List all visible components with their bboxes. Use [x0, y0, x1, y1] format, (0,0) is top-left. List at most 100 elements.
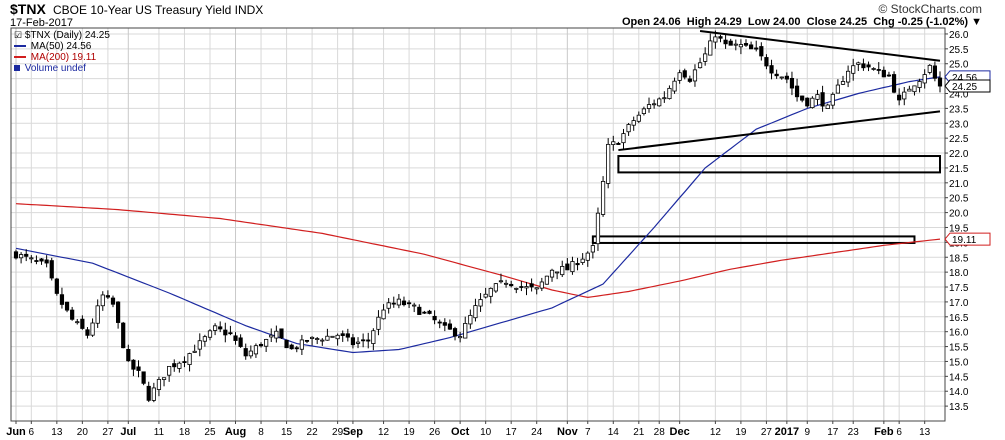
candle-body [830, 93, 835, 106]
low-value: Low 24.00 [747, 16, 801, 28]
candle-body [264, 339, 269, 347]
candle [932, 61, 937, 82]
brand-label: © StockCharts.com [878, 2, 982, 16]
candle-body [233, 335, 238, 341]
y-tick-label: 17.0 [949, 298, 969, 309]
candle [284, 339, 289, 349]
y-tick-label: 16.5 [949, 313, 969, 324]
candle-body [70, 309, 75, 320]
candle [570, 256, 575, 275]
candle-body [769, 65, 774, 74]
trend-lines [618, 29, 941, 152]
candle [187, 352, 192, 372]
candle [371, 328, 376, 351]
candle [861, 58, 866, 71]
candle [146, 381, 151, 403]
candle [473, 298, 478, 322]
candle [192, 344, 197, 353]
y-tick-label: 18.0 [949, 268, 969, 279]
candle [851, 58, 856, 81]
candle-body [503, 282, 509, 285]
x-tick-label: Nov [557, 426, 579, 438]
candle [463, 316, 468, 339]
candle [330, 335, 335, 338]
candle-body [810, 97, 815, 109]
candle [458, 331, 463, 343]
candle [585, 251, 590, 267]
ma200-last-value-tag-shape [944, 232, 991, 246]
candle-body [197, 340, 202, 350]
candle-body [452, 328, 458, 337]
x-tick-label: 7 [585, 427, 591, 438]
x-tick-label: 24 [531, 427, 543, 438]
high-value: High 24.29 [686, 16, 742, 28]
candle [810, 96, 815, 109]
candle-body [881, 69, 886, 78]
candle [529, 278, 534, 292]
candle-body [355, 341, 361, 344]
candle [141, 371, 146, 386]
candle-body [381, 309, 386, 320]
candle [182, 356, 187, 368]
candle [488, 287, 493, 304]
candle-body [759, 46, 764, 57]
candle-body [514, 287, 519, 290]
change-down-icon: ▼ [971, 16, 982, 28]
x-tick-label: 26 [429, 427, 441, 438]
candle-body [886, 74, 892, 77]
ma50-line [15, 76, 941, 354]
candle [519, 281, 524, 292]
candle [24, 249, 29, 262]
candle [524, 281, 529, 296]
candle [350, 334, 356, 349]
candle-body [937, 77, 943, 87]
candle [555, 271, 560, 280]
candle [764, 54, 769, 70]
candle-body [606, 143, 611, 184]
candle [100, 291, 105, 311]
candle [534, 287, 539, 295]
candle [64, 301, 70, 313]
candle [672, 77, 677, 94]
candle-body [509, 283, 514, 287]
candle [544, 275, 550, 285]
plot-frame [10, 27, 946, 422]
candle-body [534, 287, 539, 290]
candle [366, 332, 371, 349]
candle-body [897, 94, 902, 101]
candle [44, 255, 49, 268]
candle [391, 296, 396, 308]
candle [432, 310, 437, 325]
candle [789, 71, 795, 96]
candle-body [29, 257, 34, 260]
x-tick-label: 13 [919, 427, 931, 438]
candle [29, 255, 34, 264]
candle-body [309, 336, 315, 339]
candle-body [64, 301, 70, 311]
candle-body [738, 44, 744, 48]
symbol-label: $TNX [10, 1, 46, 17]
x-tick-label: Aug [225, 426, 246, 438]
x-tick-label: 19 [735, 427, 747, 438]
candle [692, 64, 698, 87]
candle [110, 295, 116, 308]
candle-body [90, 322, 95, 336]
x-tick-label: 17 [506, 427, 518, 438]
candle-body [350, 337, 356, 346]
candle [315, 336, 320, 345]
candle-body [376, 316, 381, 330]
candle-body [212, 325, 218, 331]
candle [794, 78, 800, 102]
candle [902, 87, 907, 106]
x-tick-label: Oct [451, 426, 470, 438]
candle-body [524, 286, 529, 289]
candle-body [728, 40, 733, 46]
x-tick-label: 13 [51, 427, 63, 438]
x-tick-label: 22 [307, 427, 319, 438]
date-label: 17-Feb-2017 [10, 17, 73, 29]
candle-body [749, 44, 754, 50]
candle-body [330, 335, 335, 338]
candle [897, 88, 902, 106]
candle-body [366, 339, 371, 342]
candle [218, 321, 223, 333]
